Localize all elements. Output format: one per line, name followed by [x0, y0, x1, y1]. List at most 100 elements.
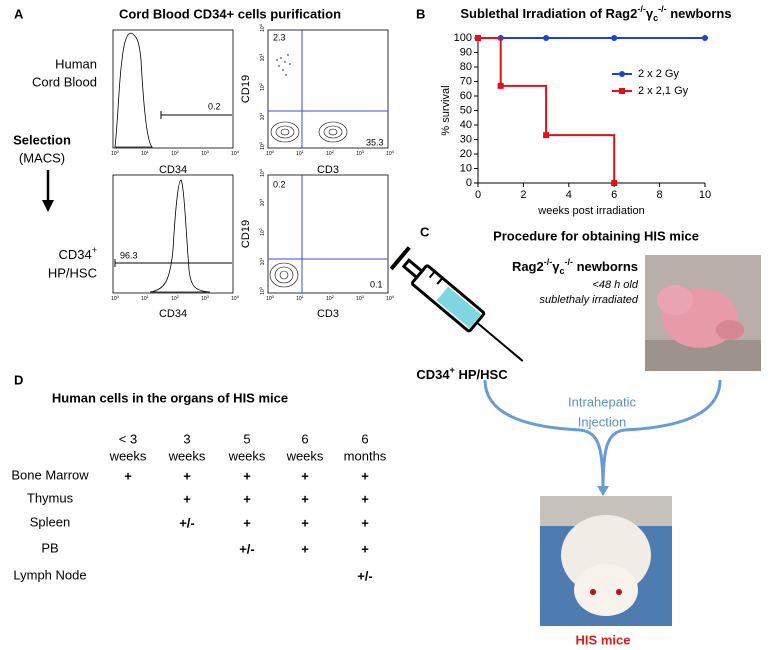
- x-tick-label: 4: [566, 189, 572, 201]
- column-header: 6: [361, 431, 368, 446]
- log-base: 10: [201, 296, 207, 302]
- gate-value: 96.3: [120, 250, 138, 260]
- quadrant-value: 0.2: [273, 179, 286, 189]
- log-base: 10: [266, 296, 272, 302]
- presence-cell: +: [243, 468, 251, 483]
- y-tick-label: 100: [454, 32, 472, 44]
- log-tick-label: 103: [356, 294, 365, 302]
- age-note: <48 h old: [592, 279, 638, 291]
- organ-label: Thymus: [27, 490, 74, 505]
- x-tick-label: 8: [657, 189, 663, 201]
- log-base: 10: [111, 296, 117, 302]
- x-tick-label: 6: [611, 189, 617, 201]
- organ-label: Lymph Node: [13, 567, 86, 582]
- log-tick-label: 100: [258, 286, 266, 295]
- point: [543, 132, 550, 139]
- log-tick-label: 104: [231, 294, 240, 302]
- log-tick-label: 101: [141, 149, 150, 157]
- log-exponent: 4: [392, 294, 395, 299]
- syringe-icon: [389, 246, 524, 362]
- presence-cell: +: [301, 468, 309, 483]
- method-label: (MACS): [19, 150, 65, 165]
- log-exponent: 4: [258, 23, 263, 26]
- log-exponent: 3: [207, 149, 210, 154]
- log-tick-label: 104: [258, 168, 266, 177]
- x-tick-label: 10: [699, 189, 711, 201]
- log-exponent: 3: [207, 294, 210, 299]
- row-label: Cord Blood: [32, 74, 97, 89]
- axis-label: CD19: [240, 75, 252, 103]
- log-tick-label: 103: [201, 149, 210, 157]
- log-exponent: 1: [258, 257, 263, 260]
- log-base: 10: [171, 296, 177, 302]
- legend-label: 2 x 2 Gy: [638, 68, 679, 80]
- dot-plot-frame: [267, 29, 389, 149]
- presence-cell: +: [361, 541, 369, 556]
- log-tick-label: 102: [258, 227, 266, 236]
- arrow-head: [42, 200, 54, 212]
- log-base: 10: [111, 151, 117, 157]
- log-base: 10: [141, 296, 147, 302]
- presence-cell: +: [361, 491, 369, 506]
- log-exponent: 3: [362, 149, 365, 154]
- legend-marker: [619, 71, 625, 77]
- dots: [276, 54, 291, 76]
- presence-cell: +/-: [239, 541, 255, 556]
- log-base: 10: [201, 151, 207, 157]
- organ-label: Spleen: [30, 514, 70, 529]
- quadrant-value: 35.3: [366, 137, 384, 147]
- log-base: 10: [266, 151, 272, 157]
- log-exponent: 1: [147, 294, 150, 299]
- log-exponent: 4: [237, 149, 240, 154]
- point: [611, 180, 618, 186]
- point: [611, 35, 618, 41]
- log-base: 10: [260, 85, 266, 91]
- selection-label: Selection: [13, 132, 71, 147]
- log-exponent: 3: [258, 53, 263, 56]
- log-exponent: 1: [258, 112, 263, 115]
- point: [475, 35, 481, 41]
- injection-brace: [483, 379, 722, 493]
- log-base: 10: [260, 171, 266, 177]
- log-base: 10: [296, 151, 302, 157]
- column-header: weeks: [228, 448, 266, 463]
- log-exponent: 3: [362, 294, 365, 299]
- log-base: 10: [260, 144, 266, 150]
- y-tick-label: 80: [460, 61, 472, 73]
- contours: [269, 262, 299, 288]
- contours: [270, 121, 348, 143]
- y-tick-label: 10: [460, 162, 472, 174]
- log-exponent: 4: [392, 149, 395, 154]
- log-exponent: 4: [237, 294, 240, 299]
- log-tick-label: 101: [258, 112, 266, 121]
- log-exponent: 0: [272, 294, 275, 299]
- panel-letter: C: [420, 224, 430, 239]
- survival-line: [478, 37, 616, 183]
- log-tick-label: 104: [258, 23, 266, 32]
- panel-title: Procedure for obtaining HIS mice: [493, 228, 699, 243]
- column-header: 5: [243, 431, 250, 446]
- column-header: weeks: [109, 448, 147, 463]
- log-tick-label: 102: [171, 149, 180, 157]
- y-tick-label: 0: [466, 177, 472, 189]
- column-header: months: [344, 448, 387, 463]
- log-base: 10: [171, 151, 177, 157]
- log-base: 10: [260, 201, 266, 207]
- presence-cell: +/-: [357, 568, 373, 583]
- log-tick-label: 100: [258, 141, 266, 150]
- organ-table: < 3 weeks 3 weeks 5 weeks 6 weeks 6 months Bone Ma…: [11, 431, 386, 583]
- histogram-frame: [112, 29, 234, 149]
- log-tick-label: 100: [111, 149, 120, 157]
- log-tick-label: 101: [141, 294, 150, 302]
- presence-cell: +: [183, 468, 191, 483]
- log-tick-label: 102: [171, 294, 180, 302]
- axis-label: CD34: [159, 164, 187, 176]
- panel-title: Cord Blood CD34+ cells purification: [119, 6, 341, 21]
- log-base: 10: [141, 151, 147, 157]
- organ-label: Bone Marrow: [11, 467, 89, 482]
- presence-cell: +: [183, 491, 191, 506]
- log-tick-label: 104: [231, 149, 240, 157]
- point: [702, 35, 708, 41]
- log-tick-label: 100: [111, 294, 120, 302]
